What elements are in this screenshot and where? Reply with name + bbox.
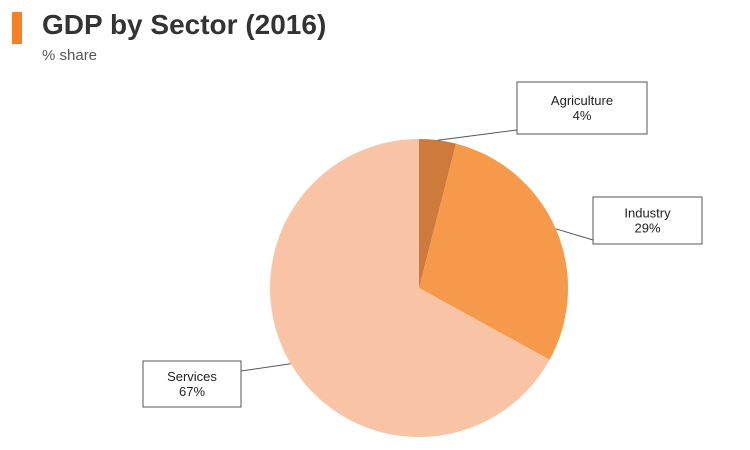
pie-slice-agriculture: [419, 139, 457, 288]
pie-slice-services: [269, 139, 550, 437]
title-accent-bar: [12, 12, 22, 44]
slice-label-agriculture: Agriculture: [551, 93, 613, 108]
pie-slice-industry: [419, 143, 568, 360]
slice-label-industry: Industry: [624, 206, 671, 221]
chart-subtitle: % share: [42, 47, 98, 64]
slice-label-services: Services: [167, 369, 217, 384]
slice-value-industry: 29%: [634, 221, 660, 236]
callout-box-services: [142, 360, 242, 408]
slice-value-agriculture: 4%: [573, 108, 592, 123]
leader-line-services: [240, 363, 291, 372]
callout-box-industry: [592, 196, 703, 245]
leader-line-agriculture: [437, 129, 518, 141]
slice-value-services: 67%: [179, 384, 205, 399]
callout-box-agriculture: [516, 81, 648, 135]
leader-line-industry: [555, 228, 594, 241]
chart-title: GDP by Sector (2016): [42, 9, 327, 40]
